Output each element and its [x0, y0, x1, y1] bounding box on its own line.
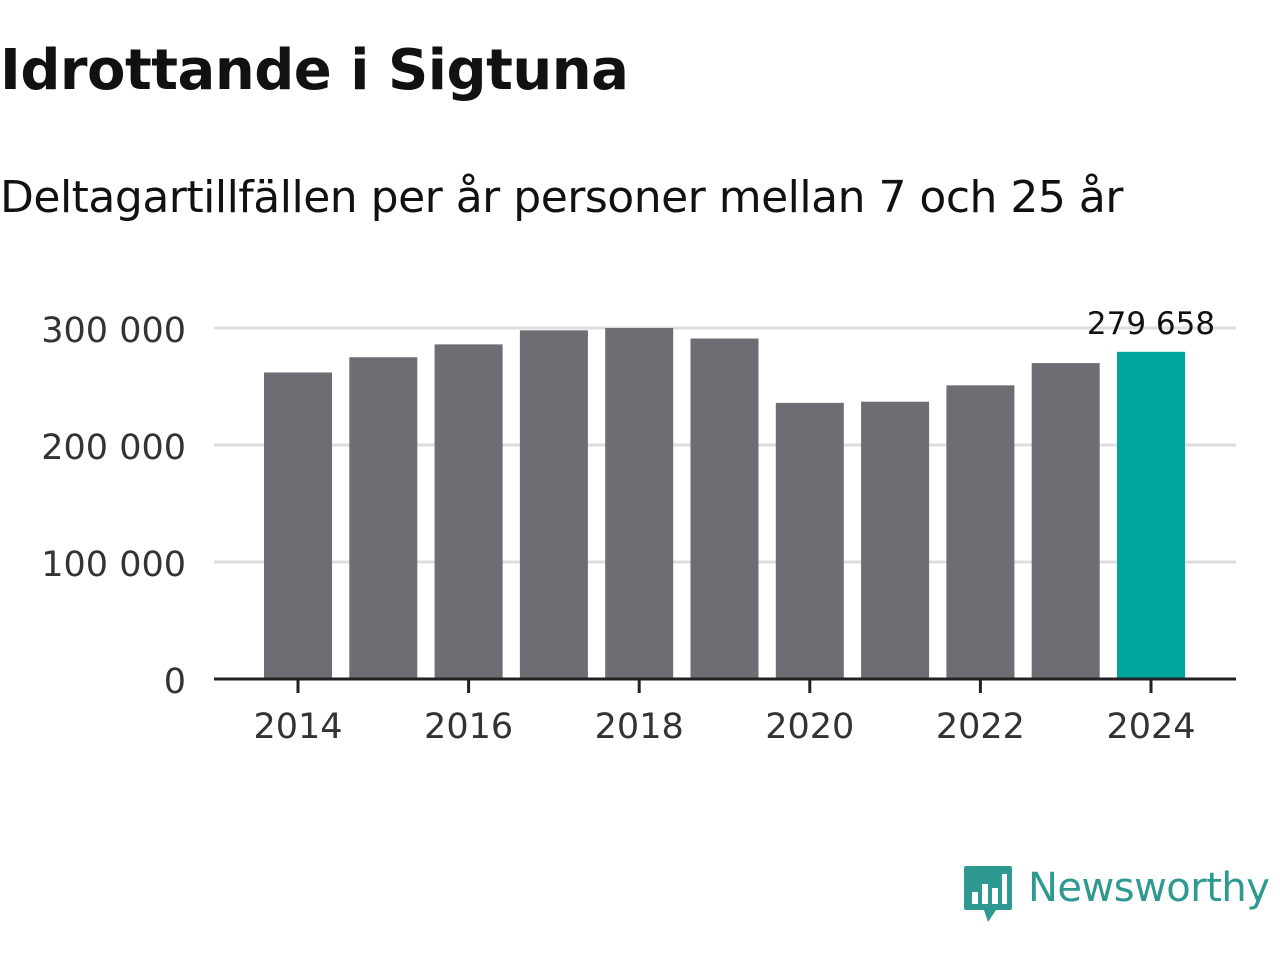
bar-2024: [1117, 351, 1185, 679]
y-tick-label: 200 000: [41, 428, 186, 468]
bar-2020: [775, 402, 844, 679]
bar-2021: [861, 401, 930, 679]
bar-2014: [264, 372, 332, 679]
labels: 0 100 000 200 000 300 000 2014 2016 2018 2020 20…: [41, 306, 1215, 747]
bar-2016: [434, 344, 503, 679]
x-tick-label: 2018: [595, 707, 684, 747]
bar-2023: [1031, 363, 1100, 679]
bar-2015: [349, 357, 418, 679]
bars: [264, 328, 1185, 679]
brand-logo: Newsworthy: [962, 864, 1270, 928]
y-tick-label: 100 000: [41, 545, 186, 585]
x-tick-label: 2016: [424, 707, 513, 747]
bar-2017: [519, 330, 588, 679]
bar-2019: [690, 338, 759, 679]
y-tick-label: 300 000: [41, 311, 186, 351]
newsworthy-logo-icon: [964, 866, 1012, 922]
data-label-2024: 279 658: [1087, 306, 1215, 342]
bar-2018: [605, 328, 674, 679]
bar-2022: [946, 385, 1015, 679]
x-tick-label: 2024: [1106, 707, 1195, 747]
chart-subtitle: Deltagartillfällen per år personer mella…: [0, 172, 1123, 223]
x-tick-label: 2022: [936, 707, 1025, 747]
brand-name: Newsworthy: [1028, 865, 1270, 911]
axes: [214, 677, 1236, 693]
x-tick-label: 2020: [765, 707, 854, 747]
x-tick-label: 2014: [253, 707, 342, 747]
chart-title: Idrottande i Sigtuna: [0, 38, 629, 103]
y-tick-label: 0: [164, 662, 186, 702]
